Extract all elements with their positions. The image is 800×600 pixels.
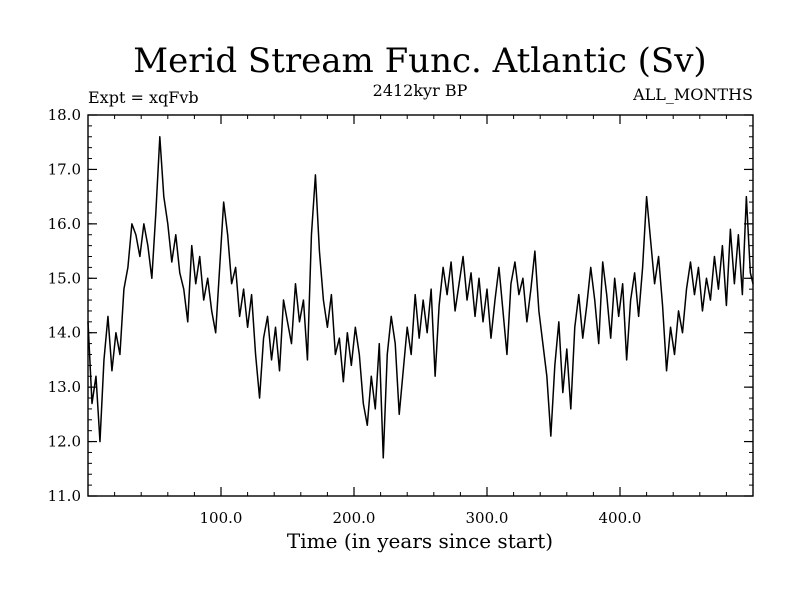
x-tick-label: 300.0 <box>466 509 509 527</box>
series-line-1 <box>87 136 754 459</box>
x-axis: 100.0 200.0 300.0 400.0 <box>114 115 727 527</box>
x-tick-label: 200.0 <box>333 509 376 527</box>
y-tick-label: 12.0 <box>48 433 81 451</box>
y-tick-label: 13.0 <box>48 378 81 396</box>
x-axis-label: Time (in years since start) <box>287 529 553 553</box>
x-tick-label: 100.0 <box>200 509 243 527</box>
chart-title: Merid Stream Func. Atlantic (Sv) <box>133 41 706 81</box>
months-label: ALL_MONTHS <box>632 85 753 104</box>
y-axis: 11.0 12.0 13.0 14.0 15.0 16.0 17.0 18.0 <box>48 106 753 505</box>
series-group <box>87 136 754 459</box>
plot-frame <box>87 114 754 497</box>
y-tick-label: 15.0 <box>48 269 81 287</box>
epoch-label: 2412kyr BP <box>373 81 468 100</box>
y-tick-label: 18.0 <box>48 106 81 124</box>
y-tick-label: 11.0 <box>48 487 81 505</box>
experiment-label: Expt = xqFvb <box>88 88 199 107</box>
y-tick-label: 16.0 <box>48 215 81 233</box>
x-tick-label: 400.0 <box>599 509 642 527</box>
y-tick-label: 14.0 <box>48 324 81 342</box>
y-tick-label: 17.0 <box>48 160 81 178</box>
